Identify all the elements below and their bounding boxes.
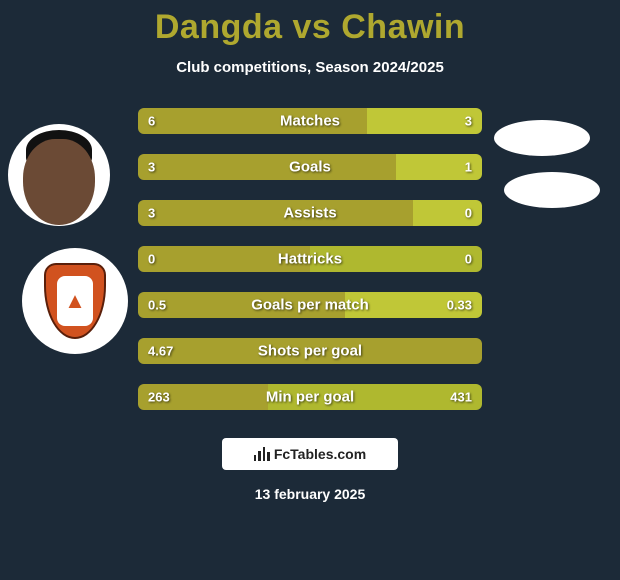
footer-date: 13 february 2025	[0, 486, 620, 502]
stat-row: 00Hattricks	[138, 246, 482, 272]
stat-label: Goals per match	[138, 297, 482, 314]
stat-row: 31Goals	[138, 154, 482, 180]
stat-label: Assists	[138, 205, 482, 222]
bars-icon	[254, 447, 270, 461]
stat-row: 30Assists	[138, 200, 482, 226]
player2-badge-1	[494, 120, 590, 156]
stat-row: 63Matches	[138, 108, 482, 134]
player1-club-badge: ▲	[22, 248, 128, 354]
stat-label: Shots per goal	[138, 343, 482, 360]
footer-logo-text: FcTables.com	[274, 446, 366, 462]
player2-badge-2	[504, 172, 600, 208]
stat-row: 263431Min per goal	[138, 384, 482, 410]
stat-label: Min per goal	[138, 389, 482, 406]
stat-label: Matches	[138, 113, 482, 130]
page-title: Dangda vs Chawin	[0, 0, 620, 47]
stat-label: Goals	[138, 159, 482, 176]
stat-row: 0.50.33Goals per match	[138, 292, 482, 318]
stat-label: Hattricks	[138, 251, 482, 268]
page-subtitle: Club competitions, Season 2024/2025	[0, 59, 620, 76]
footer-logo: FcTables.com	[222, 438, 398, 470]
stat-row: 4.67Shots per goal	[138, 338, 482, 364]
player1-avatar	[8, 124, 110, 226]
